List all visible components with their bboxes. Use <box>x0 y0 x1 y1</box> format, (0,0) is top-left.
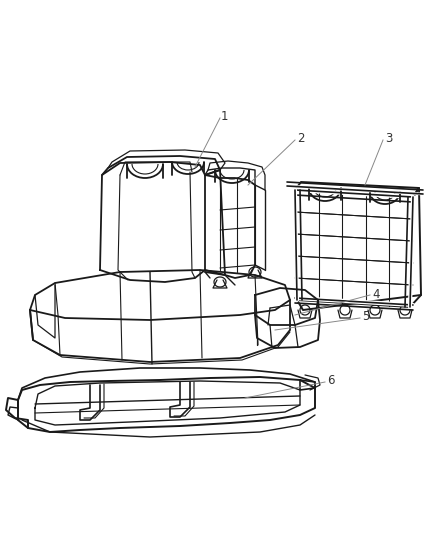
Text: 3: 3 <box>385 133 392 146</box>
Text: 2: 2 <box>297 133 304 146</box>
Text: 1: 1 <box>221 110 229 124</box>
Text: 5: 5 <box>362 311 369 324</box>
Text: 4: 4 <box>372 287 379 301</box>
Text: 6: 6 <box>327 375 335 387</box>
